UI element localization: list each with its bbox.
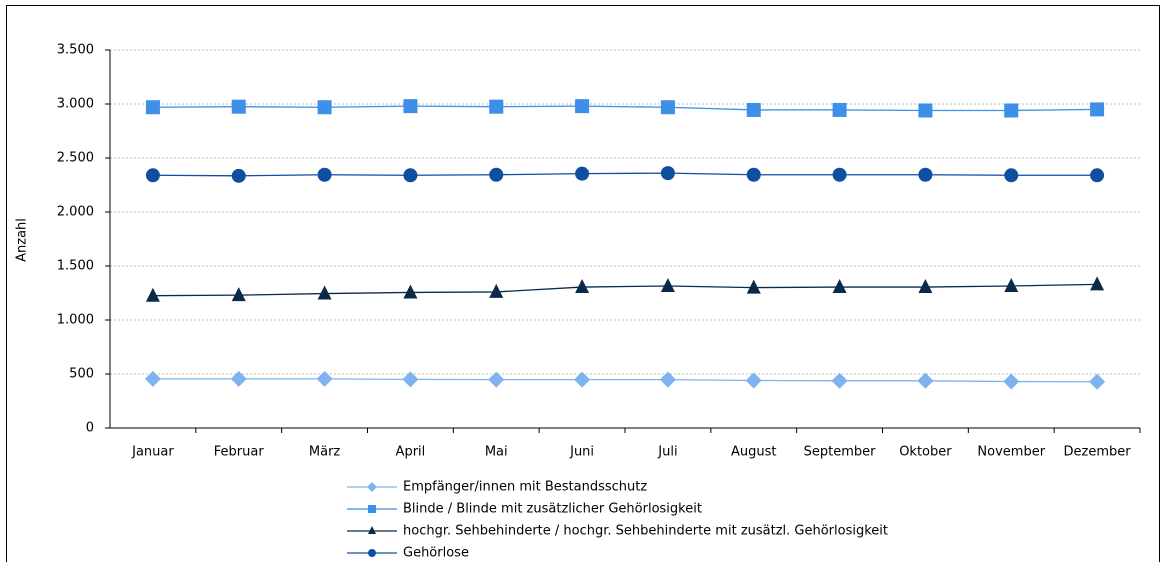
point (1004, 168, 1019, 183)
point (660, 166, 675, 181)
point (317, 100, 332, 115)
point (145, 287, 160, 302)
x-tick-label: Juni (569, 445, 594, 460)
x-tick-label: April (396, 445, 426, 460)
point (660, 277, 675, 292)
point (1090, 102, 1105, 117)
point (317, 167, 332, 182)
x-tick-label: Juli (657, 445, 677, 460)
x-tick-label: September (804, 445, 877, 460)
point (1003, 373, 1020, 390)
point (746, 102, 761, 117)
point (745, 372, 762, 389)
x-tick-label: Oktober (899, 445, 952, 460)
point (660, 100, 675, 115)
point (917, 372, 934, 389)
point (368, 505, 376, 513)
point (403, 168, 418, 183)
point (575, 279, 590, 294)
point (489, 167, 504, 182)
legend-label: Blinde / Blinde mit zusätzlicher Gehörlo… (403, 502, 702, 517)
point (231, 287, 246, 302)
point (575, 99, 590, 114)
y-tick-label: 2.500 (57, 151, 94, 166)
point (574, 371, 591, 388)
point (1090, 168, 1105, 183)
y-tick-label: 3.000 (57, 97, 94, 112)
point (918, 167, 933, 182)
y-tick-label: 3.500 (57, 43, 94, 58)
point (367, 482, 377, 492)
x-tick-label: Februar (214, 445, 265, 460)
point (231, 99, 246, 114)
x-tick-label: Mai (485, 445, 508, 460)
point (832, 167, 847, 182)
series-line (152, 105, 1098, 112)
x-tick-label: August (731, 445, 777, 460)
series-line (152, 172, 1098, 177)
point (317, 285, 332, 300)
point (1090, 276, 1105, 291)
point (832, 102, 847, 117)
point (403, 99, 418, 114)
point (403, 284, 418, 299)
x-tick-label: Januar (131, 445, 174, 460)
point (918, 103, 933, 118)
point (144, 370, 161, 387)
y-tick-label: 2.000 (57, 205, 94, 220)
point (368, 549, 376, 557)
point (746, 279, 761, 294)
point (230, 370, 247, 387)
legend-label: Empfänger/innen mit Bestandsschutz (403, 480, 647, 495)
point (575, 166, 590, 181)
point (1004, 103, 1019, 118)
y-tick-label: 1.000 (57, 313, 94, 328)
point (488, 371, 505, 388)
point (368, 526, 376, 534)
point (831, 372, 848, 389)
y-tick-label: 1.500 (57, 259, 94, 274)
legend-label: hochgr. Sehbehinderte / hochgr. Sehbehin… (403, 524, 888, 539)
point (489, 99, 504, 114)
x-tick-label: März (309, 445, 341, 460)
point (918, 279, 933, 294)
point (231, 168, 246, 183)
point (1004, 277, 1019, 292)
point (489, 283, 504, 298)
point (316, 370, 333, 387)
series-line (152, 283, 1098, 297)
point (832, 279, 847, 294)
point (145, 100, 160, 115)
point (145, 168, 160, 183)
series-line (152, 378, 1098, 383)
point (1089, 373, 1106, 390)
y-tick-label: 0 (86, 421, 94, 436)
y-axis-label: Anzahl (15, 218, 30, 262)
y-tick-label: 500 (69, 367, 94, 382)
point (746, 167, 761, 182)
point (659, 371, 676, 388)
x-tick-label: Dezember (1064, 445, 1132, 460)
point (402, 371, 419, 388)
legend-label: Gehörlose (403, 546, 469, 561)
x-tick-label: November (977, 445, 1045, 460)
